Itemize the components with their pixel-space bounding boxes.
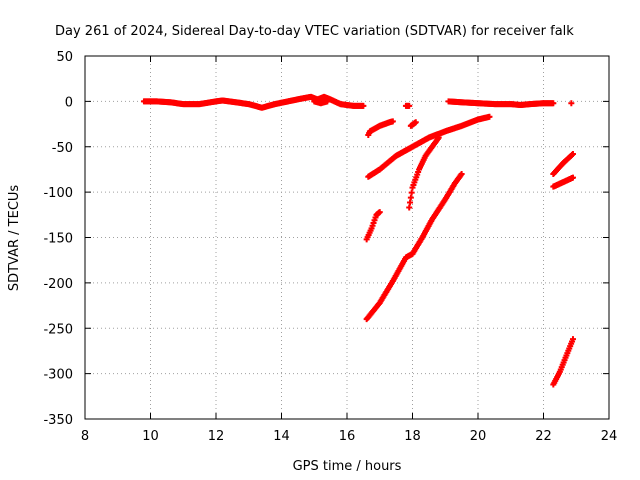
data-points: [140, 93, 576, 388]
data-point: [486, 113, 493, 120]
plot-frame: [84, 55, 610, 420]
data-point: [412, 119, 419, 126]
x-tick-label: 18: [404, 429, 421, 444]
y-tick-label: 50: [56, 50, 73, 65]
data-point: [389, 118, 396, 125]
y-tick-label: -200: [43, 277, 73, 292]
y-tick-label: 0: [65, 95, 73, 110]
chart-title: Day 261 of 2024, Sidereal Day-to-day VTE…: [55, 24, 574, 39]
x-tick-label: 14: [273, 429, 290, 444]
y-tick-label: -350: [43, 413, 73, 428]
y-tick-label: -250: [43, 322, 73, 337]
data-point: [324, 98, 331, 105]
y-tick-labels: 50 0 -50 -100 -150 -200 -250 -300 -350: [43, 50, 73, 428]
data-point: [406, 102, 413, 109]
y-tick-label: -150: [43, 232, 73, 247]
y-tick-label: -100: [43, 186, 73, 201]
x-tick-label: 20: [470, 429, 487, 444]
x-tick-label: 10: [142, 429, 159, 444]
data-point: [550, 100, 557, 107]
data-point: [569, 174, 576, 181]
data-point: [458, 170, 465, 177]
data-point: [376, 209, 383, 216]
x-axis-label: GPS time / hours: [293, 459, 402, 474]
data-point: [435, 134, 442, 141]
x-tick-label: 22: [535, 429, 552, 444]
y-axis-label: SDTVAR / TECUs: [7, 185, 22, 292]
x-tick-label: 8: [81, 429, 89, 444]
data-point: [569, 151, 576, 158]
x-tick-label: 12: [208, 429, 225, 444]
y-tick-label: -50: [52, 141, 73, 156]
data-point: [568, 100, 575, 107]
data-point: [360, 102, 367, 109]
y-tick-label: -300: [43, 368, 73, 383]
x-tick-label: 16: [339, 429, 356, 444]
x-tick-label: 24: [601, 429, 618, 444]
x-tick-labels: 8 10 12 14 16 18 20 22 24: [81, 429, 617, 444]
grid: [85, 56, 609, 419]
data-point: [569, 336, 576, 343]
